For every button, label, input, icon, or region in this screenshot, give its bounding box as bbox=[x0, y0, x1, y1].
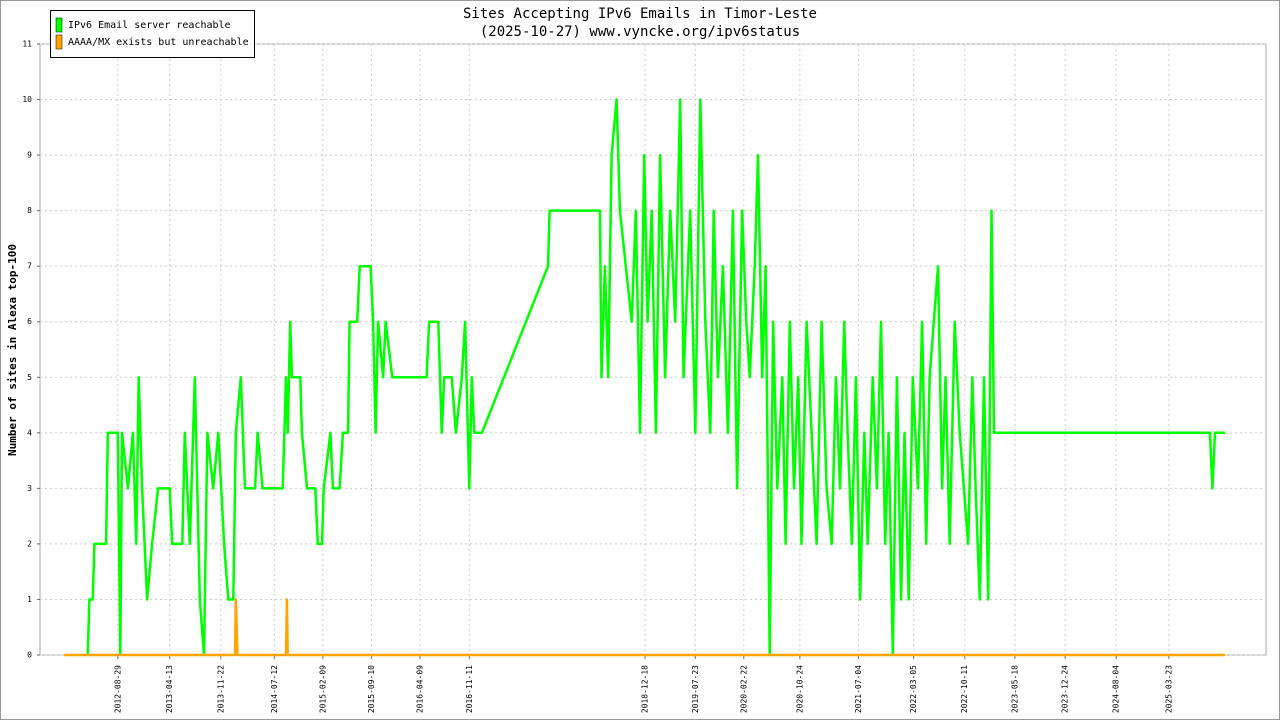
y-tick-label: 4 bbox=[27, 428, 32, 437]
y-tick-label: 11 bbox=[22, 40, 32, 49]
x-tick-label: 2012-08-29 bbox=[113, 665, 122, 713]
x-tick-label: 2018-12-18 bbox=[641, 665, 650, 713]
y-tick-label: 1 bbox=[27, 595, 32, 604]
series-line bbox=[86, 98, 1225, 657]
x-tick-label: 2020-10-24 bbox=[795, 665, 804, 713]
x-tick-label: 2014-07-12 bbox=[270, 665, 279, 713]
x-tick-label: 2016-11-11 bbox=[465, 665, 474, 713]
x-tick-label: 2016-04-09 bbox=[415, 665, 424, 713]
series-line bbox=[64, 598, 1225, 657]
x-tick-label: 2019-07-23 bbox=[691, 665, 700, 713]
chart-subtitle: (2025-10-27) www.vyncke.org/ipv6status bbox=[480, 24, 800, 40]
x-tick-label: 2013-04-13 bbox=[165, 665, 174, 713]
x-tick-label: 2023-05-18 bbox=[1010, 665, 1019, 713]
legend-label: IPv6 Email server reachable bbox=[68, 20, 231, 31]
y-tick-label: 6 bbox=[27, 317, 32, 326]
y-tick-label: 5 bbox=[27, 373, 32, 382]
y-tick-label: 2 bbox=[27, 539, 32, 548]
y-tick-label: 8 bbox=[27, 206, 32, 215]
x-tick-label: 2013-11-22 bbox=[216, 665, 225, 713]
x-tick-label: 2024-08-04 bbox=[1112, 665, 1121, 713]
x-tick-label: 2022-03-05 bbox=[909, 665, 918, 713]
x-tick-label: 2025-03-23 bbox=[1164, 665, 1173, 713]
x-tick-label: 2022-10-11 bbox=[960, 665, 969, 713]
legend-box bbox=[50, 10, 255, 58]
x-tick-label: 2015-09-10 bbox=[367, 665, 376, 713]
y-tick-label: 10 bbox=[22, 95, 32, 104]
y-tick-label: 3 bbox=[27, 484, 32, 493]
legend-label: AAAA/MX exists but unreachable bbox=[68, 37, 249, 48]
legend-swatch bbox=[55, 17, 63, 33]
legend-swatch bbox=[55, 34, 63, 50]
x-tick-label: 2015-02-09 bbox=[318, 665, 327, 713]
y-axis-label: Number of sites in Alexa top-100 bbox=[6, 244, 19, 456]
chart-title: Sites Accepting IPv6 Emails in Timor-Les… bbox=[463, 6, 817, 22]
plot-area bbox=[39, 43, 1267, 656]
x-tick-label: 2020-02-22 bbox=[739, 665, 748, 713]
y-tick-label: 0 bbox=[27, 651, 32, 660]
y-tick-label: 9 bbox=[27, 151, 32, 160]
y-tick-label: 7 bbox=[27, 262, 32, 271]
legend: IPv6 Email server reachable AAAA/MX exist… bbox=[50, 10, 255, 58]
x-tick-label: 2023-12-24 bbox=[1061, 665, 1070, 713]
x-tick-label: 2021-07-04 bbox=[854, 665, 863, 713]
